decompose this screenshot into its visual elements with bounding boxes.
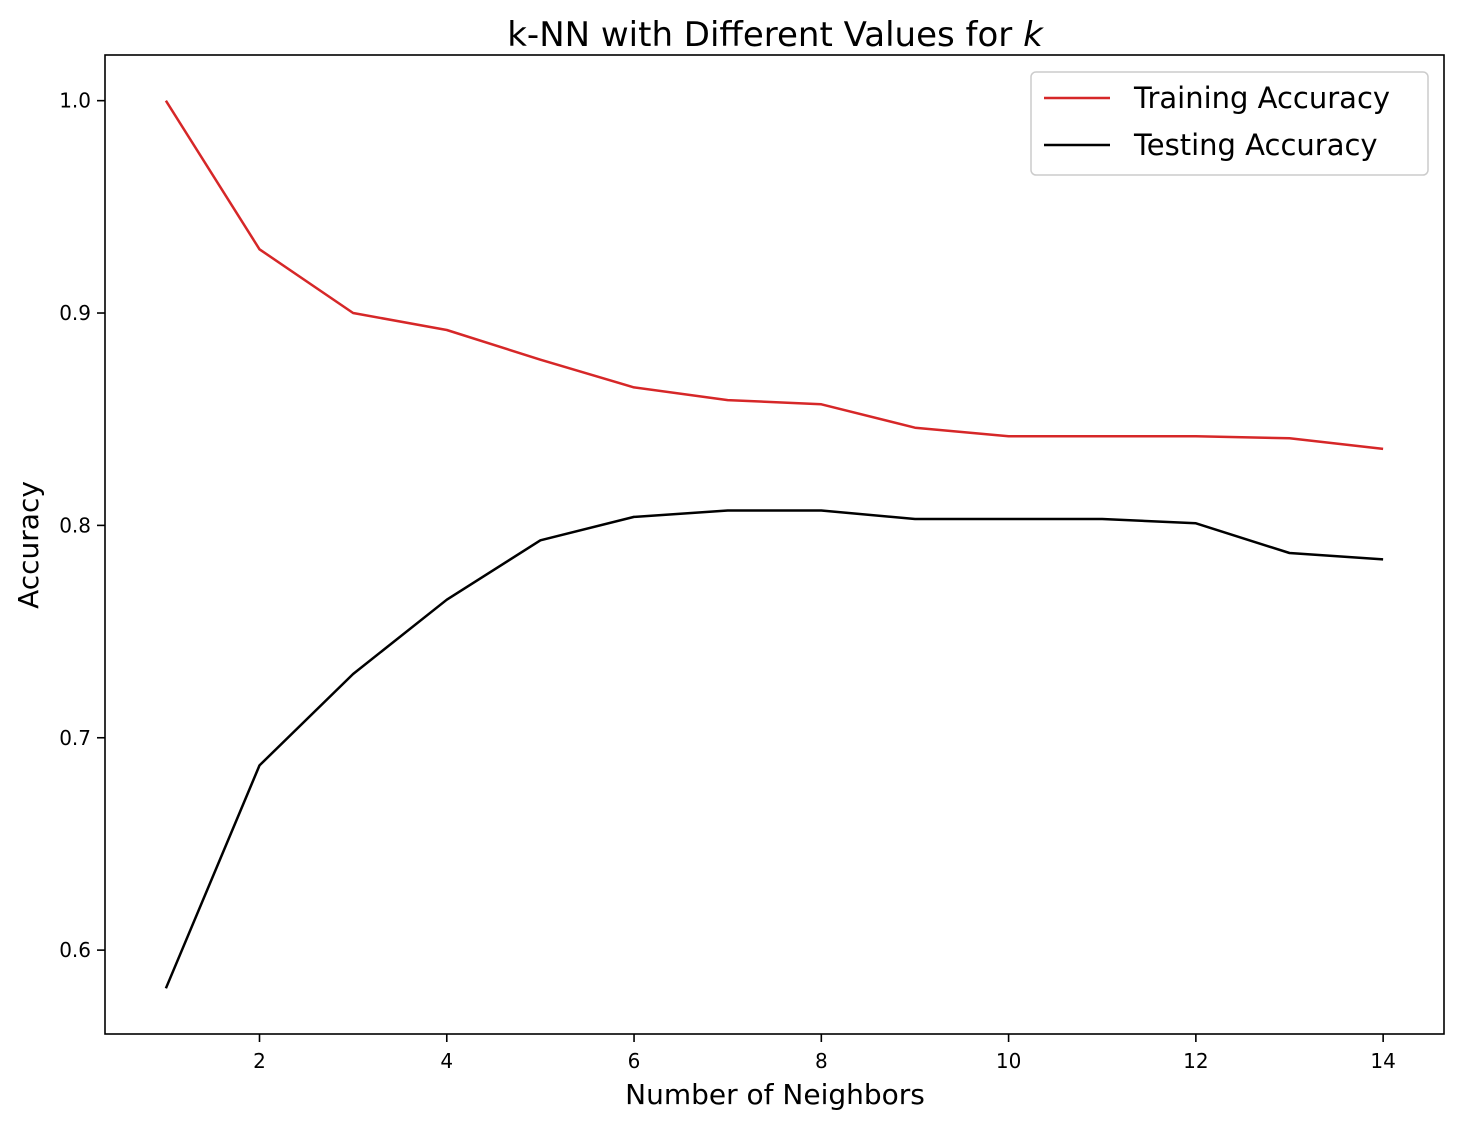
x-tick-label: 2 bbox=[253, 1049, 266, 1073]
legend-label-testing: Testing Accuracy bbox=[1133, 128, 1378, 162]
x-tick-label: 14 bbox=[1370, 1049, 1395, 1073]
y-axis-label: Accuracy bbox=[12, 481, 45, 609]
chart-title-main: k-NN with Different Values for bbox=[507, 15, 1023, 55]
x-axis-label: Number of Neighbors bbox=[625, 1078, 925, 1111]
legend-label-training: Training Accuracy bbox=[1133, 81, 1390, 115]
series-layer bbox=[164, 100, 1384, 989]
y-tick-label: 0.7 bbox=[59, 726, 91, 750]
plot-frame bbox=[104, 54, 1445, 1035]
series-line-testing-accuracy bbox=[164, 509, 1384, 989]
chart-title-italic: k bbox=[1023, 15, 1044, 55]
x-tick-label: 4 bbox=[440, 1049, 453, 1073]
ticks-layer: 2 4 6 8 10 12 14 0.6 0.7 0.8 0.9 1.0 bbox=[59, 89, 1396, 1073]
x-tick-label: 12 bbox=[1183, 1049, 1208, 1073]
x-tick-label: 10 bbox=[996, 1049, 1021, 1073]
chart-title: k-NN with Different Values for k bbox=[507, 15, 1044, 55]
x-tick-label: 6 bbox=[628, 1049, 641, 1073]
legend-box bbox=[1030, 71, 1429, 176]
y-tick-label: 1.0 bbox=[59, 89, 91, 113]
x-tick-label: 8 bbox=[815, 1049, 828, 1073]
series-line-training-accuracy bbox=[164, 100, 1384, 451]
y-tick-label: 0.9 bbox=[59, 301, 91, 325]
y-tick-label: 0.8 bbox=[59, 513, 91, 537]
y-tick-label: 0.6 bbox=[59, 938, 91, 962]
legend: Training Accuracy Testing Accuracy bbox=[1030, 71, 1429, 176]
